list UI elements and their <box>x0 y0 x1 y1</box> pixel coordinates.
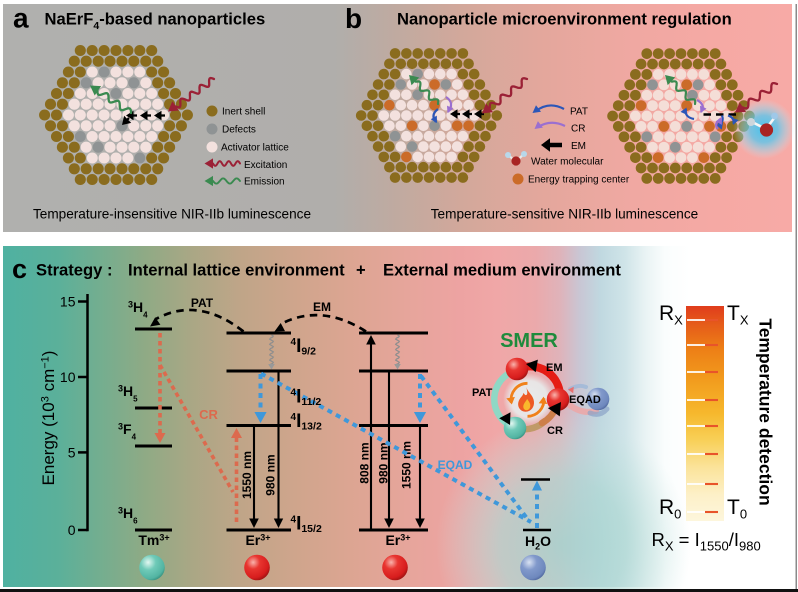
svg-text:Energy trapping center: Energy trapping center <box>528 175 630 186</box>
svg-text:b: b <box>345 3 362 34</box>
svg-text:1550 nm: 1550 nm <box>240 451 254 499</box>
svg-text:0: 0 <box>68 522 76 538</box>
svg-text:PAT: PAT <box>191 296 214 310</box>
svg-text:1550 nm: 1550 nm <box>400 441 414 489</box>
svg-text:980 nm: 980 nm <box>377 442 391 483</box>
svg-text:Water molecular: Water molecular <box>531 157 604 168</box>
svg-text:NaErF4-based nanoparticles: NaErF4-based nanoparticles <box>45 10 266 33</box>
svg-text:3F4: 3F4 <box>118 421 137 442</box>
svg-text:4I15/2: 4I15/2 <box>291 514 322 536</box>
svg-text:Temperature-insensitive NIR-II: Temperature-insensitive NIR-IIb luminesc… <box>33 207 311 222</box>
svg-text:EQAD: EQAD <box>569 394 601 406</box>
svg-text:10: 10 <box>60 369 76 385</box>
svg-text:CR: CR <box>547 425 563 437</box>
svg-text:c: c <box>12 254 27 284</box>
svg-text:Temperature-sensitive NIR-IIb: Temperature-sensitive NIR-IIb luminescen… <box>431 207 698 222</box>
svg-text:Temperature detection: Temperature detection <box>756 318 776 505</box>
svg-text:EM: EM <box>546 362 563 374</box>
svg-text:4I9/2: 4I9/2 <box>291 336 317 358</box>
svg-text:CR: CR <box>199 407 218 422</box>
svg-text:Excitation: Excitation <box>244 160 287 171</box>
svg-text:EM: EM <box>571 141 586 152</box>
svg-text:Emission: Emission <box>244 177 285 188</box>
svg-text:5: 5 <box>68 444 76 460</box>
svg-text:15: 15 <box>60 294 76 310</box>
svg-text:EM: EM <box>313 300 331 314</box>
svg-text:a: a <box>13 3 29 34</box>
svg-text:CR: CR <box>571 124 585 135</box>
svg-text:PAT: PAT <box>570 107 588 118</box>
svg-text:3H4: 3H4 <box>128 299 148 320</box>
svg-text:PAT: PAT <box>472 387 493 399</box>
svg-text:Activator lattice: Activator lattice <box>221 143 289 154</box>
svg-text:4I11/2: 4I11/2 <box>291 387 322 409</box>
svg-text:Defects: Defects <box>222 125 256 136</box>
svg-text:980 nm: 980 nm <box>264 454 278 495</box>
svg-text:Nanoparticle microenvironment: Nanoparticle microenvironment regulation <box>397 10 732 29</box>
svg-text:SMER: SMER <box>500 330 558 352</box>
svg-text:EQAD: EQAD <box>438 458 473 472</box>
svg-text:Energy (103 cm−1): Energy (103 cm−1) <box>39 351 58 486</box>
svg-text:Strategy :Internal lattice env: Strategy : Internal lattice environment + E… <box>36 261 621 280</box>
svg-text:Inert shell: Inert shell <box>222 107 265 118</box>
svg-text:4I13/2: 4I13/2 <box>291 411 322 433</box>
svg-text:H2O: H2O <box>525 533 551 551</box>
svg-text:808 nm: 808 nm <box>358 442 372 483</box>
svg-text:3H6: 3H6 <box>118 505 138 526</box>
svg-text:3H5: 3H5 <box>118 383 138 404</box>
